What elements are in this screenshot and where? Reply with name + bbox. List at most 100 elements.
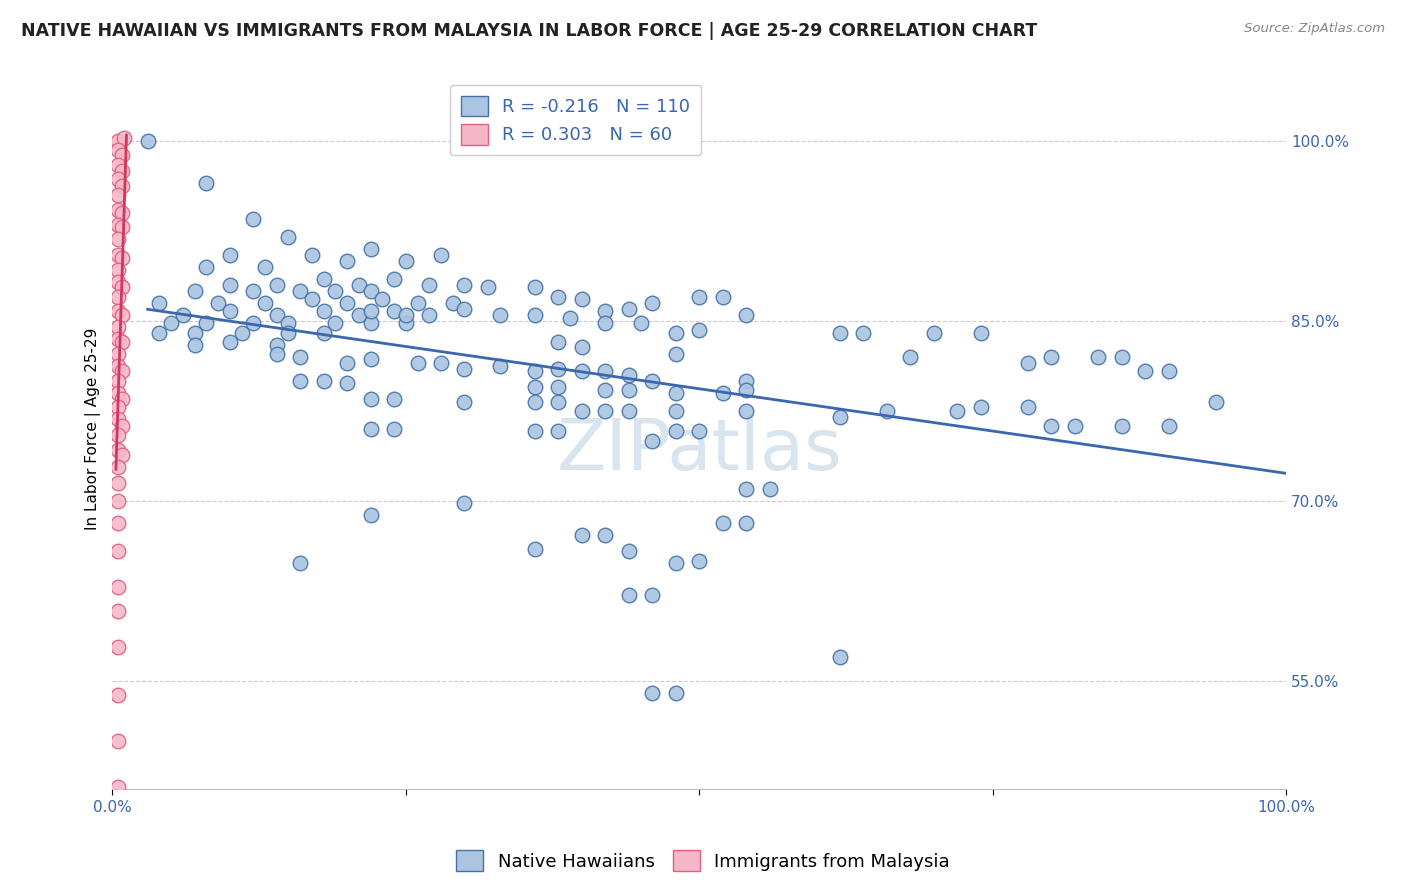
- Point: [595, 384, 617, 398]
- Point: [735, 308, 758, 322]
- Point: [195, 176, 218, 190]
- Point: [111, 335, 134, 350]
- Point: [547, 335, 569, 350]
- Point: [711, 516, 734, 530]
- Point: [1017, 356, 1039, 370]
- Point: [547, 395, 569, 409]
- Point: [111, 163, 134, 178]
- Y-axis label: In Labor Force | Age 25-29: In Labor Force | Age 25-29: [86, 327, 101, 530]
- Point: [558, 311, 581, 326]
- Legend: R = -0.216   N = 110, R = 0.303   N = 60: R = -0.216 N = 110, R = 0.303 N = 60: [450, 85, 702, 155]
- Point: [641, 374, 664, 388]
- Point: [107, 143, 129, 157]
- Point: [111, 392, 134, 406]
- Point: [617, 301, 640, 316]
- Point: [242, 316, 264, 330]
- Point: [523, 541, 546, 556]
- Point: [107, 443, 129, 458]
- Point: [711, 290, 734, 304]
- Point: [360, 392, 382, 406]
- Point: [347, 308, 370, 322]
- Point: [665, 347, 688, 361]
- Point: [688, 424, 710, 438]
- Point: [406, 295, 429, 310]
- Point: [360, 352, 382, 367]
- Point: [852, 326, 875, 340]
- Point: [360, 284, 382, 298]
- Point: [441, 295, 464, 310]
- Point: [395, 253, 418, 268]
- Point: [523, 424, 546, 438]
- Point: [148, 326, 170, 340]
- Point: [617, 544, 640, 558]
- Point: [617, 404, 640, 418]
- Point: [641, 434, 664, 448]
- Point: [107, 290, 129, 304]
- Point: [665, 424, 688, 438]
- Legend: Native Hawaiians, Immigrants from Malaysia: Native Hawaiians, Immigrants from Malays…: [449, 843, 957, 879]
- Point: [218, 248, 240, 262]
- Point: [136, 134, 159, 148]
- Point: [107, 134, 129, 148]
- Point: [735, 404, 758, 418]
- Point: [970, 326, 993, 340]
- Point: [406, 356, 429, 370]
- Point: [107, 374, 129, 388]
- Point: [183, 284, 205, 298]
- Point: [218, 335, 240, 350]
- Point: [107, 516, 129, 530]
- Point: [107, 640, 129, 655]
- Point: [617, 588, 640, 602]
- Point: [360, 422, 382, 436]
- Point: [347, 277, 370, 292]
- Point: [107, 689, 129, 703]
- Point: [336, 295, 359, 310]
- Point: [571, 527, 593, 541]
- Point: [970, 401, 993, 415]
- Point: [453, 301, 475, 316]
- Point: [360, 508, 382, 523]
- Point: [1111, 419, 1133, 434]
- Point: [523, 280, 546, 294]
- Point: [111, 179, 134, 194]
- Point: [630, 316, 652, 330]
- Point: [231, 326, 253, 340]
- Point: [195, 260, 218, 274]
- Point: [665, 385, 688, 400]
- Point: [665, 404, 688, 418]
- Point: [360, 316, 382, 330]
- Point: [107, 475, 129, 490]
- Point: [430, 248, 453, 262]
- Point: [312, 271, 335, 285]
- Point: [107, 401, 129, 415]
- Point: [711, 385, 734, 400]
- Point: [382, 392, 405, 406]
- Point: [1040, 419, 1063, 434]
- Point: [547, 290, 569, 304]
- Point: [107, 187, 129, 202]
- Point: [107, 275, 129, 289]
- Point: [107, 158, 129, 172]
- Point: [828, 409, 851, 424]
- Point: [266, 347, 288, 361]
- Point: [1157, 419, 1180, 434]
- Point: [242, 211, 264, 226]
- Point: [111, 364, 134, 378]
- Point: [453, 395, 475, 409]
- Point: [523, 308, 546, 322]
- Point: [665, 326, 688, 340]
- Point: [382, 422, 405, 436]
- Point: [111, 448, 134, 462]
- Point: [735, 516, 758, 530]
- Point: [418, 277, 440, 292]
- Point: [172, 308, 194, 322]
- Text: Source: ZipAtlas.com: Source: ZipAtlas.com: [1244, 22, 1385, 36]
- Point: [571, 340, 593, 354]
- Point: [111, 220, 134, 235]
- Point: [488, 308, 510, 322]
- Point: [735, 482, 758, 496]
- Point: [1157, 364, 1180, 378]
- Point: [360, 242, 382, 256]
- Point: [828, 326, 851, 340]
- Point: [266, 308, 288, 322]
